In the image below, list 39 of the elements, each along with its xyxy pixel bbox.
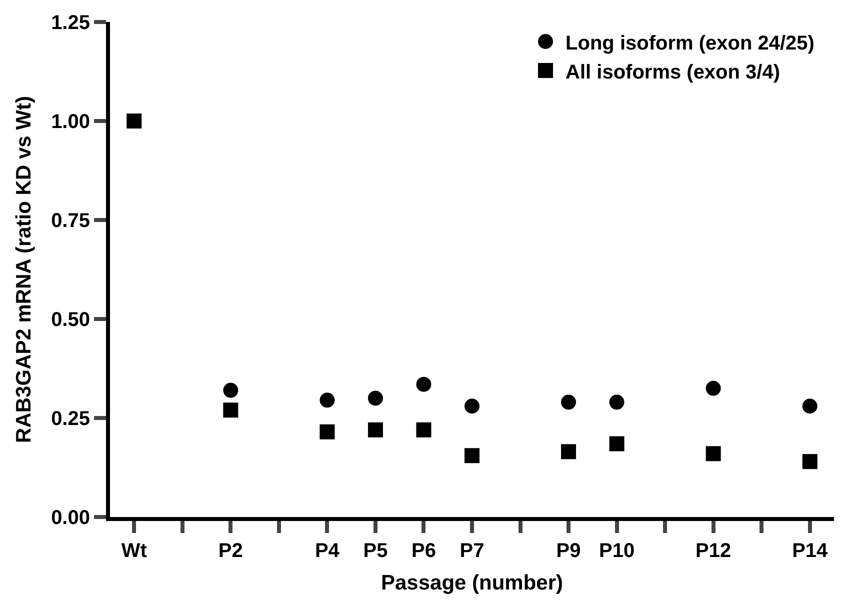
legend-label: Long isoform (exon 24/25) <box>566 32 814 54</box>
legend-label: All isoforms (exon 3/4) <box>566 61 780 84</box>
point <box>464 448 480 464</box>
y-tick-label: 0.25 <box>51 408 90 430</box>
x-tick-label: P14 <box>792 540 829 562</box>
y-tick-label: 0.50 <box>51 309 90 331</box>
point <box>561 394 576 410</box>
x-tick-label: P12 <box>696 540 732 562</box>
x-tick-label: P6 <box>411 540 436 562</box>
x-tick-label: P9 <box>556 540 581 562</box>
x-tick-label: P7 <box>460 540 484 562</box>
point <box>320 392 335 408</box>
x-tick-label: P4 <box>314 540 340 562</box>
point <box>802 398 818 414</box>
y-tick-label: 0.75 <box>51 210 90 232</box>
x-tick-label: P5 <box>363 540 388 562</box>
point <box>561 444 576 460</box>
point <box>223 382 238 398</box>
point <box>464 398 480 414</box>
point <box>802 454 818 470</box>
point <box>706 380 721 396</box>
point <box>416 422 432 438</box>
point <box>126 114 142 128</box>
x-tick-label: P2 <box>218 540 243 562</box>
x-tick-label: Wt <box>121 540 148 562</box>
point <box>320 424 335 440</box>
point <box>223 402 238 418</box>
point <box>609 436 624 452</box>
y-tick-label: 1.25 <box>51 12 90 34</box>
point <box>706 446 721 462</box>
point <box>609 394 624 410</box>
x-axis-title: Passage (number) <box>380 572 564 595</box>
y-tick-label: 1.00 <box>51 111 90 133</box>
point <box>368 390 383 406</box>
point <box>416 376 432 392</box>
y-tick-label: 0.00 <box>51 507 90 529</box>
y-axis-title: RAB3GAP2 mRNA (ratio KD vs Wt) <box>12 96 36 443</box>
x-tick-label: P10 <box>599 540 635 562</box>
point <box>368 422 383 438</box>
